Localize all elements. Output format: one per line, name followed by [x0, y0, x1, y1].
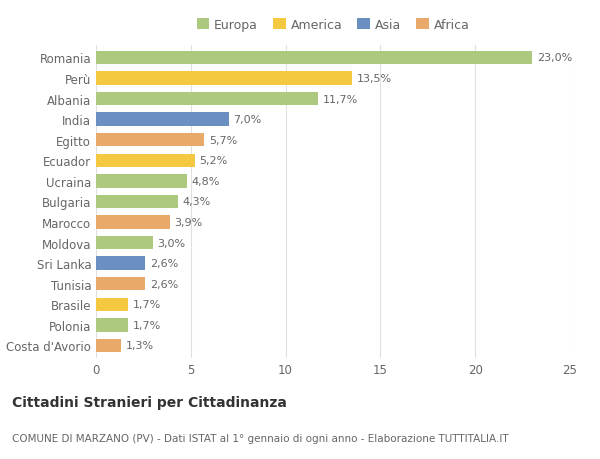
Text: 4,8%: 4,8% [192, 176, 220, 186]
Legend: Europa, America, Asia, Africa: Europa, America, Asia, Africa [191, 14, 475, 37]
Text: 23,0%: 23,0% [537, 53, 572, 63]
Text: 3,0%: 3,0% [158, 238, 186, 248]
Bar [96, 339, 121, 353]
Bar [96, 72, 352, 85]
Text: 4,3%: 4,3% [182, 197, 211, 207]
Bar [96, 277, 145, 291]
Bar [96, 93, 318, 106]
Bar [96, 319, 128, 332]
Text: 5,2%: 5,2% [199, 156, 227, 166]
Bar [96, 175, 187, 188]
Bar [96, 195, 178, 209]
Bar [96, 257, 145, 270]
Text: 3,9%: 3,9% [175, 218, 203, 228]
Text: 1,7%: 1,7% [133, 300, 161, 310]
Text: 13,5%: 13,5% [356, 74, 392, 84]
Bar [96, 134, 204, 147]
Bar [96, 216, 170, 229]
Text: 2,6%: 2,6% [150, 258, 178, 269]
Text: 5,7%: 5,7% [209, 135, 237, 146]
Text: Cittadini Stranieri per Cittadinanza: Cittadini Stranieri per Cittadinanza [12, 395, 287, 409]
Bar [96, 113, 229, 127]
Text: 11,7%: 11,7% [323, 94, 358, 104]
Bar [96, 298, 128, 311]
Bar [96, 236, 153, 250]
Bar [96, 154, 194, 168]
Bar [96, 51, 532, 65]
Text: 1,7%: 1,7% [133, 320, 161, 330]
Text: COMUNE DI MARZANO (PV) - Dati ISTAT al 1° gennaio di ogni anno - Elaborazione TU: COMUNE DI MARZANO (PV) - Dati ISTAT al 1… [12, 433, 509, 442]
Text: 7,0%: 7,0% [233, 115, 262, 125]
Text: 2,6%: 2,6% [150, 279, 178, 289]
Text: 1,3%: 1,3% [125, 341, 154, 351]
